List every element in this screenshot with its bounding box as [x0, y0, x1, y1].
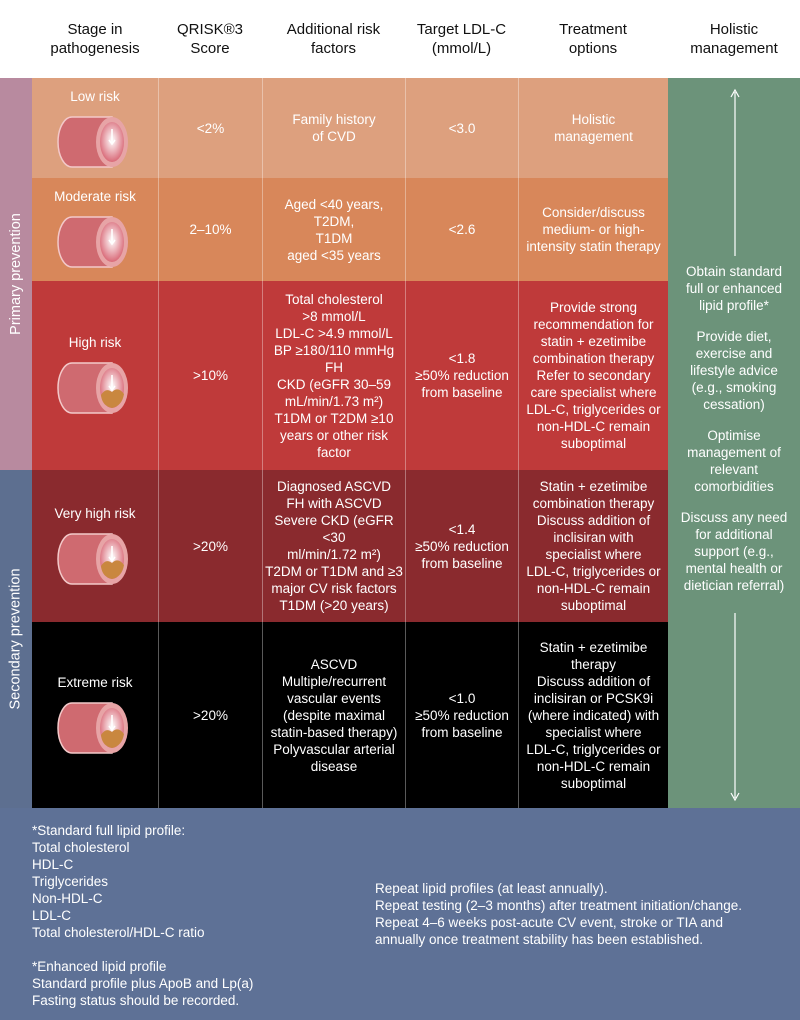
- header-treatment: Treatment options: [559, 21, 627, 57]
- qrisk-cell: >20%: [158, 470, 262, 622]
- treatment-cell: Statin + ezetimibe combination therapy D…: [518, 470, 668, 622]
- icon-part: [108, 556, 116, 562]
- footer-enhanced: *Enhanced lipid profile Standard profile…: [32, 959, 254, 1008]
- icon-part: [101, 559, 124, 579]
- holistic-column: Obtain standard full or enhanced lipid p…: [668, 78, 800, 808]
- footer-standard: *Standard full lipid profile: Total chol…: [32, 823, 205, 940]
- qrisk-cell: >10%: [158, 281, 262, 470]
- icon-part: [108, 239, 116, 246]
- factors-cell: Family history of CVD: [262, 78, 405, 178]
- icon-part: [108, 385, 116, 392]
- target-cell: <3.0: [405, 78, 518, 178]
- artery-icon: [57, 701, 128, 754]
- row-bg: [32, 178, 668, 281]
- header-factors: Additional risk factors: [286, 21, 381, 57]
- treatment-cell: Provide strong recommendation for statin…: [518, 281, 668, 470]
- header-stage: Stage in pathogenesis: [50, 21, 140, 57]
- factors-cell: Total cholesterol >8 mmol/L LDL-C >4.9 m…: [262, 281, 405, 470]
- target-cell: <2.6: [405, 178, 518, 281]
- icon-part: [108, 725, 116, 731]
- row-bg: [32, 78, 668, 178]
- header-target: Target LDL-C (mmol/L): [416, 21, 507, 57]
- qrisk-cell: >20%: [158, 622, 262, 808]
- stage-cell: Extreme risk: [32, 622, 158, 808]
- treatment-cell: Consider/discuss medium- or high- intens…: [518, 178, 668, 281]
- holistic-item: Obtain standard full or enhanced lipid p…: [685, 264, 783, 313]
- arrow-head: [730, 88, 740, 98]
- stage-cell: Low risk: [32, 78, 158, 178]
- holistic-item: Provide diet, exercise and lifestyle adv…: [690, 329, 778, 412]
- artery-icon: [57, 216, 128, 268]
- factors-cell: ASCVD Multiple/recurrent vascular events…: [262, 622, 405, 808]
- header-qrisk: QRISK®3 Score: [176, 21, 244, 57]
- artery-icon: [57, 362, 128, 414]
- stage-label: Extreme risk: [57, 674, 133, 690]
- holistic-item: Optimise management of relevant comorbid…: [687, 428, 781, 494]
- primary-band: Primary prevention: [0, 78, 32, 470]
- arrows: [730, 88, 740, 802]
- arrow-head: [730, 792, 740, 802]
- qrisk-cell: 2–10%: [158, 178, 262, 281]
- stage-label: Moderate risk: [54, 189, 136, 204]
- artery-icon: [57, 532, 128, 585]
- icon-part: [101, 728, 124, 748]
- header-holistic: Holistic management: [690, 21, 778, 57]
- target-cell: <1.4 ≥50% reduction from baseline: [405, 470, 518, 622]
- footer-repeat: Repeat lipid profiles (at least annually…: [375, 881, 742, 947]
- stage-label: High risk: [68, 335, 122, 350]
- target-cell: <1.8 ≥50% reduction from baseline: [405, 281, 518, 470]
- stage-cell: High risk: [32, 281, 158, 470]
- icon-part: [101, 389, 124, 408]
- side-label: Secondary prevention: [8, 568, 25, 710]
- icon-part: [108, 139, 116, 146]
- factors-cell: Aged <40 years, T2DM, T1DM aged <35 year…: [262, 178, 405, 281]
- target-cell: <1.0 ≥50% reduction from baseline: [405, 622, 518, 808]
- holistic-text: Obtain standard full or enhanced lipid p…: [668, 263, 800, 608]
- row-bg: [32, 281, 668, 470]
- stage-label: Very high risk: [54, 505, 136, 521]
- artery-icon: [57, 116, 128, 168]
- row-bg: [32, 470, 668, 622]
- treatment-cell: Holistic management: [518, 78, 668, 178]
- qrisk-cell: <2%: [158, 78, 262, 178]
- stage-cell: Moderate risk: [32, 178, 158, 281]
- factors-cell: Diagnosed ASCVD FH with ASCVD Severe CKD…: [262, 470, 405, 622]
- secondary-band: Secondary prevention: [0, 470, 32, 808]
- footer: *Standard full lipid profile: Total chol…: [0, 808, 800, 1020]
- stage-cell: Very high risk: [32, 470, 158, 622]
- holistic-item: Discuss any need for additional support …: [680, 510, 788, 593]
- side-label: Primary prevention: [8, 213, 24, 335]
- row-bg: [32, 622, 668, 808]
- stage-label: Low risk: [70, 89, 120, 104]
- treatment-cell: Statin + ezetimibe therapy Discuss addit…: [518, 622, 668, 808]
